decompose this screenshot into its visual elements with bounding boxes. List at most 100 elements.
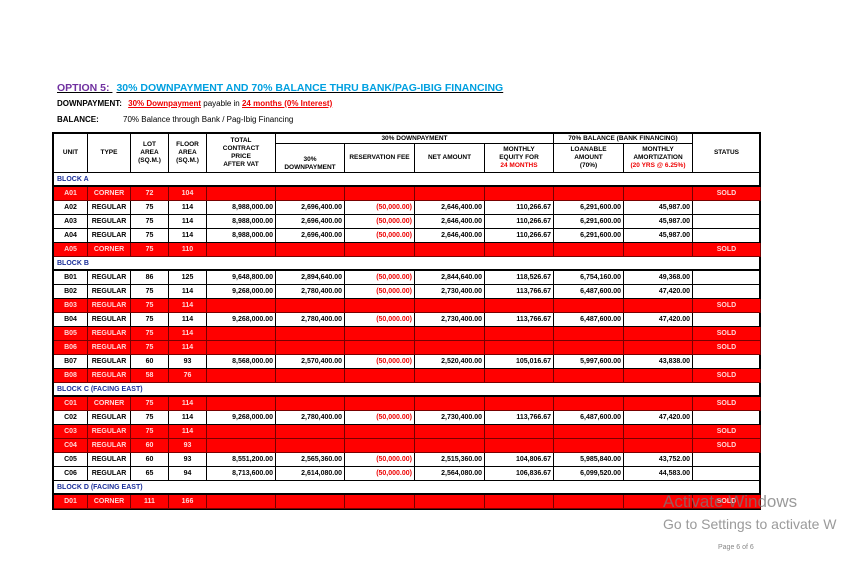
table-cell: 93 — [169, 439, 207, 453]
table-cell — [415, 299, 485, 313]
table-cell — [415, 369, 485, 383]
table-cell: D01 — [54, 495, 88, 509]
table-cell: 104,806.67 — [485, 453, 554, 467]
header-line: MONTHLY — [642, 146, 674, 153]
table-cell: 86 — [131, 271, 169, 285]
table-cell — [415, 495, 485, 509]
table-cell: 9,648,800.00 — [207, 271, 276, 285]
header-line: 24 MONTHS — [500, 162, 538, 169]
table-cell: 114 — [169, 201, 207, 215]
table-cell: 75 — [131, 215, 169, 229]
table-cell: 45,987.00 — [624, 201, 693, 215]
table-cell: 5,997,600.00 — [554, 355, 624, 369]
table-cell: 2,730,400.00 — [415, 411, 485, 425]
table-cell: CORNER — [88, 187, 131, 201]
table-cell — [554, 369, 624, 383]
table-cell: 60 — [131, 355, 169, 369]
table-cell: 6,291,600.00 — [554, 229, 624, 243]
table-cell: CORNER — [88, 397, 131, 411]
table-cell: 2,780,400.00 — [276, 285, 345, 299]
table-cell — [207, 425, 276, 439]
header-line: MONTHLY — [503, 146, 535, 153]
table-cell — [415, 243, 485, 257]
table-cell: (50,000.00) — [345, 271, 415, 285]
page-number: Page 6 of 6 — [718, 544, 754, 551]
column-header: LOANABLE AMOUNT (70%) — [554, 144, 624, 173]
table-cell: 114 — [169, 285, 207, 299]
table-cell: REGULAR — [88, 299, 131, 313]
downpayment-term: payable in — [203, 99, 240, 108]
group-header: 70% BALANCE (BANK FINANCING) — [554, 134, 693, 144]
table-cell — [345, 397, 415, 411]
table-cell — [207, 243, 276, 257]
column-header: UNIT — [54, 134, 88, 173]
table-cell: B08 — [54, 369, 88, 383]
table-cell: CORNER — [88, 243, 131, 257]
status: SOLD — [693, 369, 761, 383]
status: SOLD — [693, 341, 761, 355]
table-cell: REGULAR — [88, 411, 131, 425]
table-cell — [415, 187, 485, 201]
table-cell — [345, 425, 415, 439]
table-cell: REGULAR — [88, 201, 131, 215]
downpayment-label: DOWNPAYMENT: — [57, 99, 122, 108]
column-header: TYPE — [88, 134, 131, 173]
table-cell — [624, 327, 693, 341]
table-cell: 110,266.67 — [485, 215, 554, 229]
column-header: MONTHLY EQUITY FOR 24 MONTHS — [485, 144, 554, 173]
table-cell: 6,754,160.00 — [554, 271, 624, 285]
table-cell: 2,646,400.00 — [415, 229, 485, 243]
table-cell — [485, 439, 554, 453]
table-cell — [624, 299, 693, 313]
table-cell: B03 — [54, 299, 88, 313]
table-cell: 58 — [131, 369, 169, 383]
table-cell: 45,987.00 — [624, 229, 693, 243]
header-line: DOWNPAYMENT — [284, 164, 336, 171]
balance-line: BALANCE: 70% Balance through Bank / Pag-… — [57, 115, 293, 124]
table-cell — [276, 341, 345, 355]
table-cell: 9,268,000.00 — [207, 313, 276, 327]
header-line: RESERVATION FEE — [349, 154, 410, 161]
table-cell — [345, 341, 415, 355]
price-table: 30% DOWNPAYMENT 70% BALANCE (BANK FINANCI… — [52, 132, 761, 510]
table-cell: A01 — [54, 187, 88, 201]
table-cell: 75 — [131, 327, 169, 341]
table-cell: 9,268,000.00 — [207, 411, 276, 425]
table-cell — [207, 495, 276, 509]
section-label: BLOCK A — [54, 173, 759, 187]
table-cell: REGULAR — [88, 439, 131, 453]
downpayment-term: 24 months (0% Interest) — [241, 99, 333, 108]
table-cell: 2,646,400.00 — [415, 201, 485, 215]
table-cell: 44,583.00 — [624, 467, 693, 481]
table-cell: 113,766.67 — [485, 313, 554, 327]
table-cell — [624, 495, 693, 509]
header-line: PRICE — [231, 153, 251, 160]
table-cell: 6,291,600.00 — [554, 201, 624, 215]
table-cell: 5,985,840.00 — [554, 453, 624, 467]
column-header: TOTAL CONTRACT PRICE AFTER VAT — [207, 134, 276, 173]
table-cell — [276, 425, 345, 439]
header-line: (SQ.M.) — [138, 157, 161, 164]
title-prefix: OPTION 5: — [57, 82, 110, 94]
table-cell: REGULAR — [88, 425, 131, 439]
table-cell: 47,420.00 — [624, 285, 693, 299]
table-cell — [624, 397, 693, 411]
table-cell — [485, 397, 554, 411]
header-line: (20 YRS @ 6.25%) — [630, 162, 686, 169]
table-cell — [345, 243, 415, 257]
table-cell: 114 — [169, 215, 207, 229]
balance-text: 70% Balance through Bank / Pag-Ibig Fina… — [123, 115, 294, 124]
table-cell: 2,696,400.00 — [276, 229, 345, 243]
table-cell: B07 — [54, 355, 88, 369]
status — [693, 453, 761, 467]
column-header: STATUS — [693, 134, 761, 173]
group-header: 30% DOWNPAYMENT — [276, 134, 554, 144]
table-cell: 75 — [131, 313, 169, 327]
table-cell: 75 — [131, 341, 169, 355]
table-cell — [485, 243, 554, 257]
status — [693, 215, 761, 229]
table-cell: REGULAR — [88, 467, 131, 481]
table-cell — [624, 369, 693, 383]
status: SOLD — [693, 187, 761, 201]
